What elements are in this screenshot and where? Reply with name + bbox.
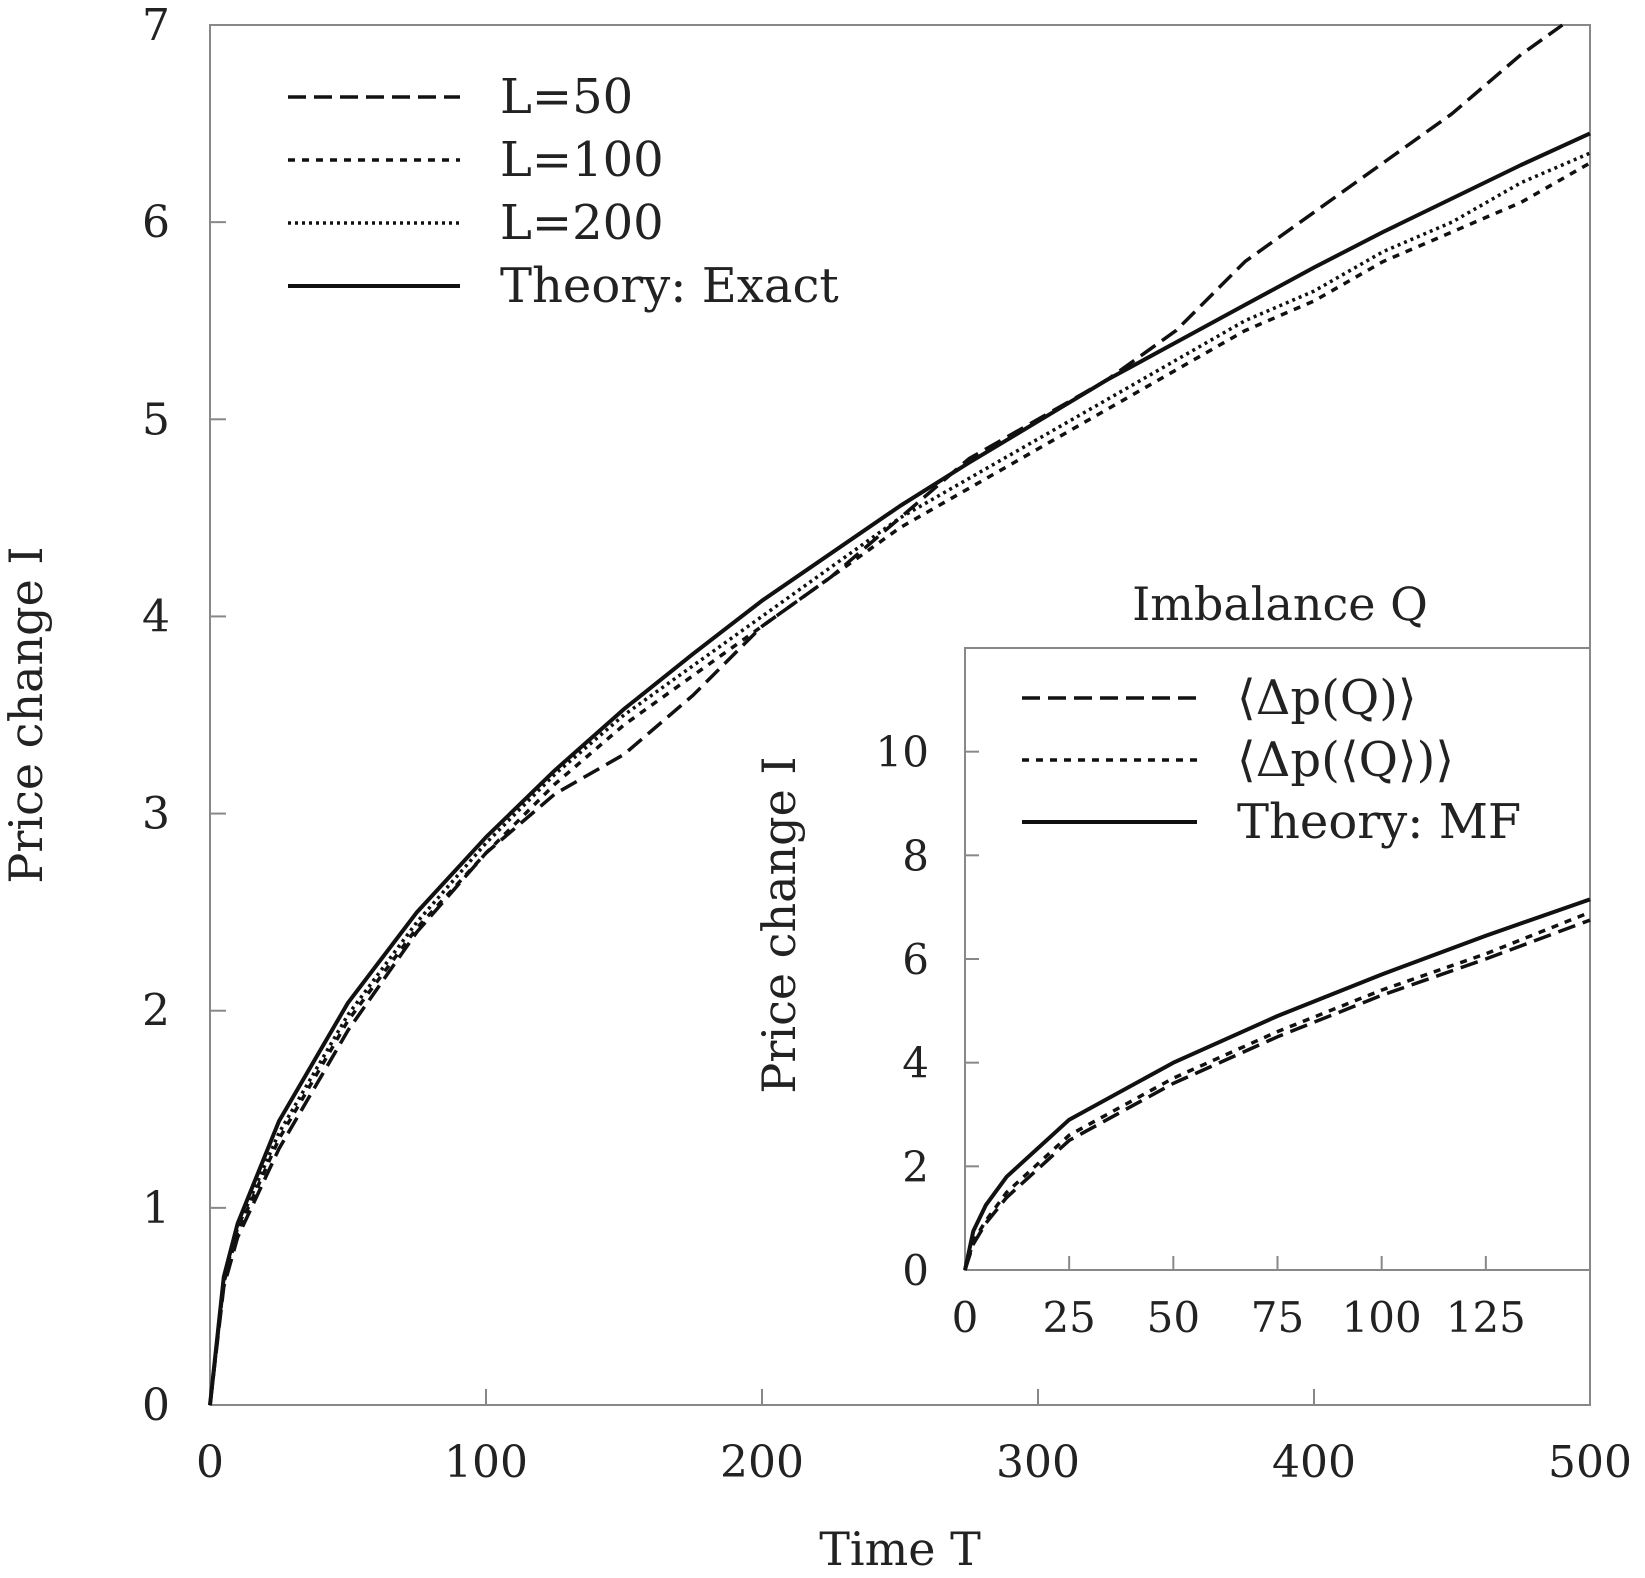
main-x-tick-label: 0	[196, 1437, 224, 1488]
main-series-0-line	[208, 23, 1564, 1406]
main-y-axis-label: Price change I	[0, 546, 53, 883]
inset-legend-label: ⟨Δp(Q)⟩	[1237, 670, 1417, 726]
main-series-1-line	[208, 161, 1591, 1406]
main-y-tick-label: 2	[142, 986, 170, 1037]
inset-x-tick-label: 100	[1342, 1293, 1422, 1342]
main-legend: L=50 L=100 L=200 Theory: Exact	[288, 69, 839, 314]
inset-y-axis-label: Price change I	[752, 756, 806, 1093]
inset-y-tick-label: 2	[902, 1142, 929, 1191]
inset-x-tick-label: 0	[952, 1293, 979, 1342]
main-y-tick-label: 3	[142, 789, 170, 840]
inset-y-tick-label: 6	[902, 935, 929, 984]
inset-ticks: 0 25 50 75 100 125 0 2 4 6 8 10	[876, 728, 1526, 1342]
main-legend-label: L=100	[500, 132, 664, 188]
inset-title: Imbalance Q	[1132, 577, 1428, 631]
main-x-tick-label: 200	[720, 1437, 804, 1488]
main-y-tick-label: 0	[142, 1380, 170, 1431]
main-x-tick-label: 400	[1272, 1437, 1356, 1488]
main-x-axis-label: Time T	[819, 1522, 981, 1576]
inset-chart: 0 25 50 75 100 125 0 2 4 6 8 10 ⟨Δp(Q)⟩ ⟨Δp(⟨Q⟩)⟩ The…	[752, 577, 1591, 1342]
inset-legend-label: ⟨Δp(⟨Q⟩)⟩	[1237, 732, 1454, 788]
main-legend-label: Theory: Exact	[500, 258, 839, 314]
inset-y-tick-label: 0	[902, 1246, 929, 1295]
main-x-tick-label: 500	[1548, 1437, 1632, 1488]
inset-series-0-line	[963, 918, 1591, 1271]
main-legend-label: L=200	[500, 195, 664, 251]
main-y-tick-label: 7	[142, 0, 170, 51]
main-series-3-line	[208, 131, 1591, 1406]
main-y-tick-label: 6	[142, 197, 170, 248]
main-y-tick-label: 1	[142, 1183, 170, 1234]
main-series-2-line	[208, 151, 1591, 1406]
inset-y-tick-label: 4	[902, 1039, 929, 1088]
inset-x-tick-label: 125	[1446, 1293, 1526, 1342]
inset-series-2-line	[963, 897, 1591, 1271]
inset-x-tick-label: 50	[1147, 1293, 1200, 1342]
inset-y-tick-label: 8	[902, 831, 929, 880]
main-x-tick-label: 100	[444, 1437, 528, 1488]
inset-x-tick-label: 25	[1042, 1293, 1095, 1342]
main-series	[208, 23, 1591, 1406]
main-x-tick-label: 300	[996, 1437, 1080, 1488]
inset-series	[963, 897, 1591, 1271]
inset-x-tick-label: 75	[1251, 1293, 1304, 1342]
main-legend-label: L=50	[500, 69, 633, 125]
main-y-tick-label: 4	[142, 591, 170, 642]
inset-legend-label: Theory: MF	[1237, 794, 1521, 850]
inset-y-tick-label: 10	[876, 728, 929, 777]
inset-legend: ⟨Δp(Q)⟩ ⟨Δp(⟨Q⟩)⟩ Theory: MF	[1022, 670, 1521, 850]
main-y-tick-label: 5	[142, 394, 170, 445]
